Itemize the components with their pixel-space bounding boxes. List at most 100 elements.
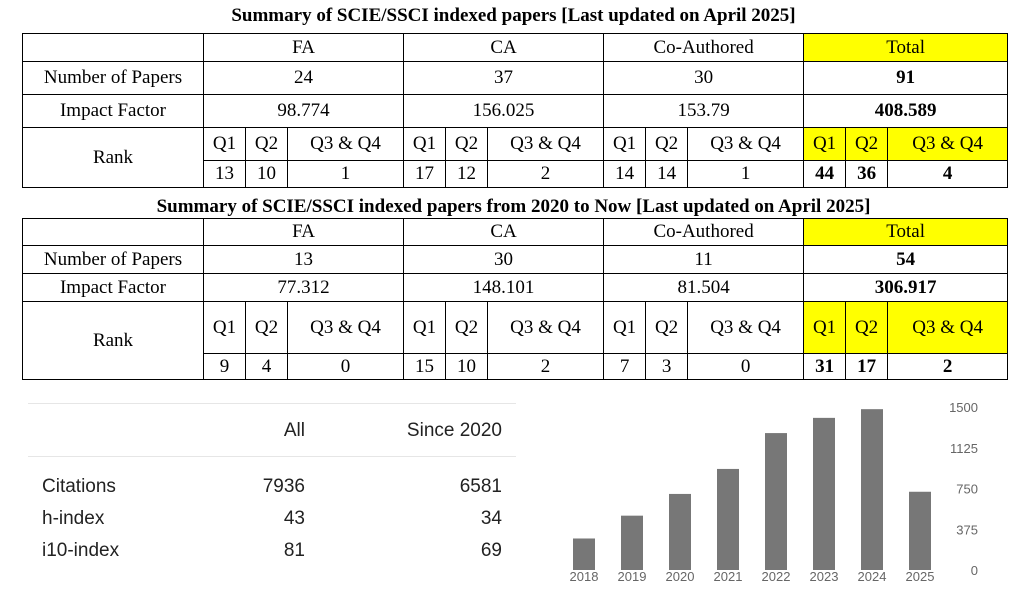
- rank-value: 4: [245, 353, 288, 380]
- impact-co: 81.504: [603, 273, 805, 302]
- rank-header-total: Q1: [803, 301, 847, 354]
- papers-label: Number of Papers: [22, 245, 204, 274]
- papers-total: 91: [803, 61, 1009, 95]
- rank-value: 9: [203, 353, 246, 380]
- rank-header: Q1: [403, 301, 447, 354]
- papers-ca: 30: [403, 245, 605, 274]
- x-tick-label: 2022: [762, 569, 791, 584]
- bar-2023: [813, 417, 835, 570]
- rank-header: Q3 & Q4: [487, 301, 605, 354]
- rank-value: 2: [487, 353, 605, 380]
- rank-header: Q2: [445, 301, 489, 354]
- impact-total: 408.589: [803, 94, 1009, 128]
- citations-since: 6581: [459, 476, 502, 497]
- rank-header: Q1: [603, 127, 647, 161]
- rank-value: 15: [403, 353, 447, 380]
- header-total: Total: [803, 33, 1009, 62]
- header-total: Total: [803, 218, 1009, 246]
- table2-title: Summary of SCIE/SSCI indexed papers from…: [156, 196, 871, 217]
- divider: [28, 456, 516, 457]
- rank-label: Rank: [22, 301, 204, 380]
- x-tick-label: 2020: [666, 569, 695, 584]
- table1-title: Summary of SCIE/SSCI indexed papers [Las…: [231, 5, 796, 26]
- bar-2020: [669, 493, 691, 570]
- col-all-header: All: [283, 420, 305, 441]
- rank-value: 0: [687, 353, 805, 380]
- header-ca: CA: [403, 218, 605, 246]
- i10-index-label: i10-index: [42, 540, 120, 561]
- x-tick-label: 2023: [810, 569, 839, 584]
- rank-value: 10: [445, 353, 489, 380]
- impact-total: 306.917: [803, 273, 1009, 302]
- rank-value: 1: [286, 160, 405, 188]
- h-index-all: 43: [283, 508, 305, 529]
- rank-value-total: 2: [887, 353, 1009, 380]
- rank-header: Q2: [245, 127, 288, 161]
- impact-ca: 156.025: [403, 94, 605, 128]
- corner-cell: [22, 33, 204, 62]
- impact-fa: 77.312: [202, 273, 405, 302]
- rank-header-total: Q2: [845, 301, 889, 354]
- citations-all: 7936: [262, 476, 305, 497]
- rank-value: 0: [286, 353, 405, 380]
- bar-2024: [861, 409, 883, 570]
- citations-label: Citations: [42, 476, 116, 497]
- rank-header: Q3 & Q4: [286, 127, 405, 161]
- rank-header-total: Q2: [845, 127, 889, 161]
- impact-label: Impact Factor: [22, 273, 204, 302]
- citations-bar-chart: 2018 2019 2020 2021 2022 2023 2024 2025 0 375 750 1…: [570, 400, 978, 584]
- papers-ca: 37: [403, 61, 605, 95]
- bar-2025: [909, 491, 931, 570]
- header-ca: CA: [403, 33, 605, 62]
- rank-header: Q3 & Q4: [687, 301, 805, 354]
- x-tick-label: 2025: [906, 569, 935, 584]
- divider: [28, 403, 516, 404]
- rank-header: Q3 & Q4: [286, 301, 405, 354]
- h-index-label: h-index: [42, 508, 105, 529]
- header-fa: FA: [202, 33, 405, 62]
- papers-co: 30: [603, 61, 805, 95]
- rank-header: Q1: [203, 127, 246, 161]
- papers-total: 54: [803, 245, 1009, 274]
- corner-cell: [22, 218, 204, 246]
- rank-value-total: 4: [887, 160, 1009, 188]
- papers-co: 11: [603, 245, 805, 274]
- rank-value-total: 36: [845, 160, 889, 188]
- rank-header: Q1: [203, 301, 246, 354]
- h-index-since: 34: [480, 508, 502, 529]
- header-fa: FA: [202, 218, 405, 246]
- summary-table-all: FA CA Co-Authored Total Number of Papers…: [22, 33, 1009, 188]
- bar-2019: [621, 515, 643, 570]
- papers-label: Number of Papers: [22, 61, 204, 95]
- header-co-authored: Co-Authored: [603, 218, 805, 246]
- y-tick-label: 750: [956, 482, 978, 497]
- y-tick-label: 0: [971, 563, 978, 578]
- rank-header-total: Q1: [803, 127, 847, 161]
- rank-header: Q2: [645, 127, 689, 161]
- x-tick-label: 2019: [618, 569, 647, 584]
- impact-ca: 148.101: [403, 273, 605, 302]
- citation-table: All Since 2020 Citations 7936 6581 h-ind…: [28, 403, 516, 583]
- rank-header: Q3 & Q4: [687, 127, 805, 161]
- rank-value: 7: [603, 353, 647, 380]
- col-since-header: Since 2020: [406, 420, 502, 441]
- rank-header-total: Q3 & Q4: [887, 301, 1009, 354]
- papers-fa: 24: [202, 61, 405, 95]
- rank-value: 17: [403, 160, 447, 188]
- rank-header: Q2: [245, 301, 288, 354]
- rank-label: Rank: [22, 127, 204, 188]
- x-tick-label: 2021: [714, 569, 743, 584]
- impact-co: 153.79: [603, 94, 805, 128]
- rank-value: 1: [687, 160, 805, 188]
- rank-value-total: 31: [803, 353, 847, 380]
- rank-header: Q1: [403, 127, 447, 161]
- bar-2018: [573, 538, 595, 570]
- i10-index-all: 81: [283, 540, 305, 561]
- rank-value: 14: [603, 160, 647, 188]
- x-tick-label: 2024: [858, 569, 887, 584]
- papers-fa: 13: [202, 245, 405, 274]
- rank-value: 12: [445, 160, 489, 188]
- rank-value: 10: [245, 160, 288, 188]
- i10-index-since: 69: [480, 540, 502, 561]
- rank-header-total: Q3 & Q4: [887, 127, 1009, 161]
